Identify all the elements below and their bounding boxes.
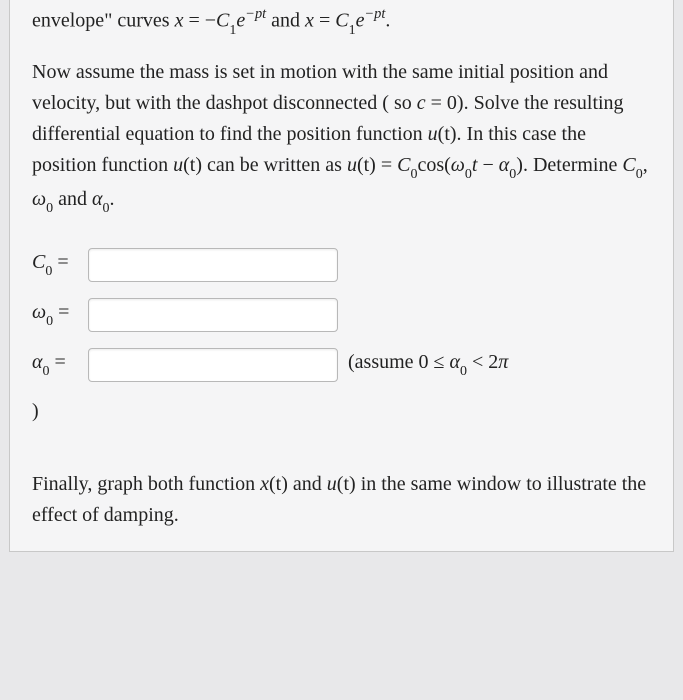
- math-u: u: [327, 473, 337, 495]
- sub: 0: [509, 167, 516, 182]
- text: .: [110, 188, 115, 210]
- text: =: [183, 10, 204, 32]
- sup: −pt: [245, 6, 266, 22]
- hint-text: < 2: [467, 351, 498, 373]
- math-C0: C: [397, 154, 410, 176]
- math-arg: (t): [337, 473, 356, 495]
- hint-sub: 0: [460, 364, 467, 379]
- label-sub: 0: [46, 314, 53, 329]
- sup: −pt: [364, 6, 385, 22]
- text: ,: [643, 154, 648, 176]
- question-panel: envelope" curves x = −C1e−pt and x = C1e…: [9, 0, 674, 552]
- text: Finally, graph both function: [32, 473, 260, 495]
- paragraph-final: Finally, graph both function x(t) and u(…: [32, 439, 651, 531]
- label-sym: ω: [32, 301, 46, 323]
- math-arg: (t): [183, 154, 202, 176]
- label-c0: C0 =: [32, 251, 88, 278]
- label-eq: =: [52, 251, 68, 273]
- sub: 0: [46, 201, 53, 216]
- text: envelope" curves: [32, 10, 175, 32]
- label-omega0: ω0 =: [32, 301, 88, 328]
- math-u: u: [173, 154, 183, 176]
- label-sym: α: [32, 351, 43, 373]
- math-C0: C: [622, 154, 635, 176]
- sub: 0: [636, 167, 643, 182]
- closing-paren: ): [32, 396, 651, 427]
- math-x: x: [305, 10, 314, 32]
- hint-text: (assume 0 ≤: [348, 351, 450, 373]
- label-eq: =: [53, 301, 69, 323]
- text: .: [385, 10, 390, 32]
- text: . Determine: [523, 154, 622, 176]
- math-C: C: [335, 10, 348, 32]
- sub: 1: [229, 23, 236, 38]
- sub: 0: [103, 201, 110, 216]
- alpha0-hint: (assume 0 ≤ α0 < 2π: [348, 351, 508, 378]
- input-row-c0: C0 =: [32, 246, 651, 284]
- text: and: [53, 188, 92, 210]
- hint-pi: π: [498, 351, 508, 373]
- math-c: c: [417, 92, 426, 114]
- label-alpha0: α0 =: [32, 351, 88, 378]
- math-u: u: [428, 123, 438, 145]
- text: −: [477, 154, 498, 176]
- math-arg: (t): [438, 123, 457, 145]
- math-alpha: α: [92, 188, 103, 210]
- text: and: [288, 473, 327, 495]
- paragraph-envelope: envelope" curves x = −C1e−pt and x = C1e…: [32, 0, 651, 39]
- label-sub: 0: [45, 264, 52, 279]
- hint-alpha: α: [450, 351, 461, 373]
- text: =: [314, 10, 335, 32]
- label-sub: 0: [43, 364, 50, 379]
- text: ): [516, 154, 523, 176]
- text: can be written as: [202, 154, 347, 176]
- math-arg: (t): [269, 473, 288, 495]
- math-cos: cos(: [417, 154, 450, 176]
- label-sym: C: [32, 251, 45, 273]
- math-omega: ω: [451, 154, 465, 176]
- text: =: [376, 154, 397, 176]
- sub: 1: [349, 23, 356, 38]
- label-eq: =: [50, 351, 66, 373]
- math-x: x: [260, 473, 269, 495]
- input-row-alpha0: α0 = (assume 0 ≤ α0 < 2π: [32, 346, 651, 384]
- paragraph-problem: Now assume the mass is set in motion wit…: [32, 39, 651, 217]
- math-arg: (t): [357, 154, 376, 176]
- sub: 0: [410, 167, 417, 182]
- sub: 0: [465, 167, 472, 182]
- text: and: [266, 10, 305, 32]
- math-omega: ω: [32, 188, 46, 210]
- math-e: e: [236, 10, 245, 32]
- math-u: u: [347, 154, 357, 176]
- omega0-input[interactable]: [88, 298, 338, 332]
- input-row-omega0: ω0 =: [32, 296, 651, 334]
- alpha0-input[interactable]: [88, 348, 338, 382]
- neg: −: [205, 10, 216, 32]
- answer-inputs: C0 = ω0 = α0 = (assume 0 ≤ α0 < 2π ): [32, 246, 651, 427]
- math-alpha: α: [499, 154, 510, 176]
- math-C: C: [216, 10, 229, 32]
- c0-input[interactable]: [88, 248, 338, 282]
